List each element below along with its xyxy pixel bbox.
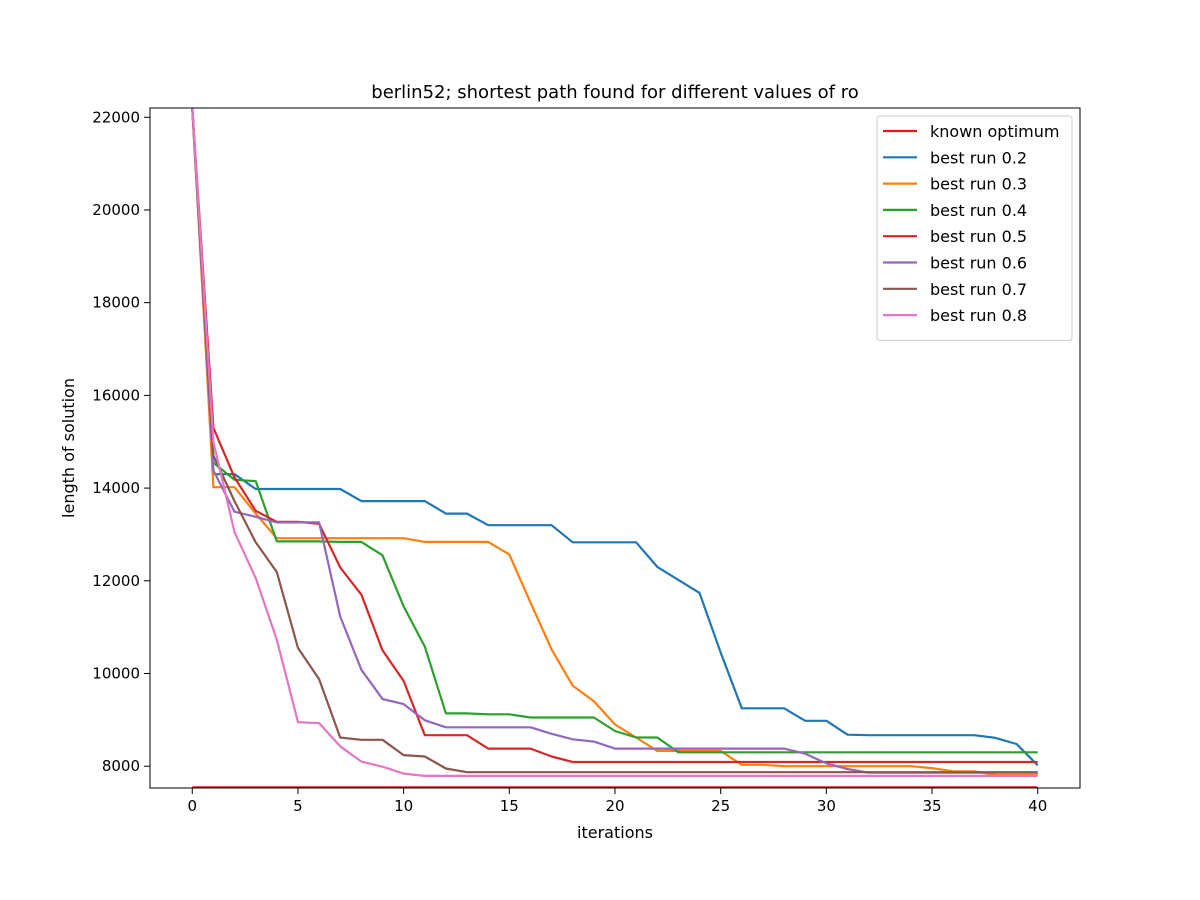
series-layer — [191, 108, 1039, 788]
series-line-best-run-0-8 — [191, 108, 1038, 778]
y-axis-label: length of solution — [59, 378, 78, 518]
x-tick-label: 35 — [922, 797, 941, 815]
y-tick-label: 14000 — [92, 479, 140, 497]
y-axis: 8000 10000 12000 14000 16000 18000 20000 22000 — [92, 108, 150, 775]
y-tick-label: 22000 — [92, 108, 140, 126]
x-tick-label: 15 — [500, 797, 519, 815]
series-line-best-run-0-4 — [191, 108, 1038, 754]
chart-title: berlin52; shortest path found for differ… — [371, 82, 858, 103]
legend: known optimum best run 0.2 best run 0.3 bes… — [876, 115, 1073, 341]
y-tick-label: 8000 — [102, 757, 140, 775]
legend-label-best-run-0-5: best run 0.5 — [930, 227, 1027, 246]
legend-label-best-run-0-8: best run 0.8 — [930, 306, 1027, 325]
series-line-best-run-0-7 — [191, 108, 1038, 774]
series-line-best-run-0-5 — [191, 108, 1038, 764]
legend-label-best-run-0-2: best run 0.2 — [930, 148, 1027, 167]
x-tick-label: 5 — [293, 797, 303, 815]
legend-label-best-run-0-3: best run 0.3 — [930, 175, 1027, 194]
x-tick-label: 10 — [394, 797, 413, 815]
x-tick-label: 30 — [817, 797, 836, 815]
x-tick-label: 40 — [1028, 797, 1047, 815]
y-tick-label: 18000 — [92, 294, 140, 312]
legend-label-known-optimum: known optimum — [930, 122, 1059, 141]
x-tick-label: 25 — [711, 797, 730, 815]
legend-box — [876, 115, 1073, 341]
legend-label-best-run-0-6: best run 0.6 — [930, 254, 1027, 273]
y-tick-label: 12000 — [92, 572, 140, 590]
y-tick-label: 20000 — [92, 201, 140, 219]
series-line-best-run-0-2 — [191, 108, 1039, 767]
y-tick-label: 10000 — [92, 665, 140, 683]
x-axis: 0 5 10 15 20 25 30 35 40 — [187, 788, 1047, 815]
series-line-best-run-0-3 — [191, 108, 1038, 777]
x-tick-label: 0 — [187, 797, 197, 815]
legend-label-best-run-0-4: best run 0.4 — [930, 201, 1027, 220]
x-tick-label: 20 — [605, 797, 624, 815]
x-axis-label: iterations — [577, 823, 653, 842]
y-tick-label: 16000 — [92, 386, 140, 404]
legend-label-best-run-0-7: best run 0.7 — [930, 280, 1027, 299]
